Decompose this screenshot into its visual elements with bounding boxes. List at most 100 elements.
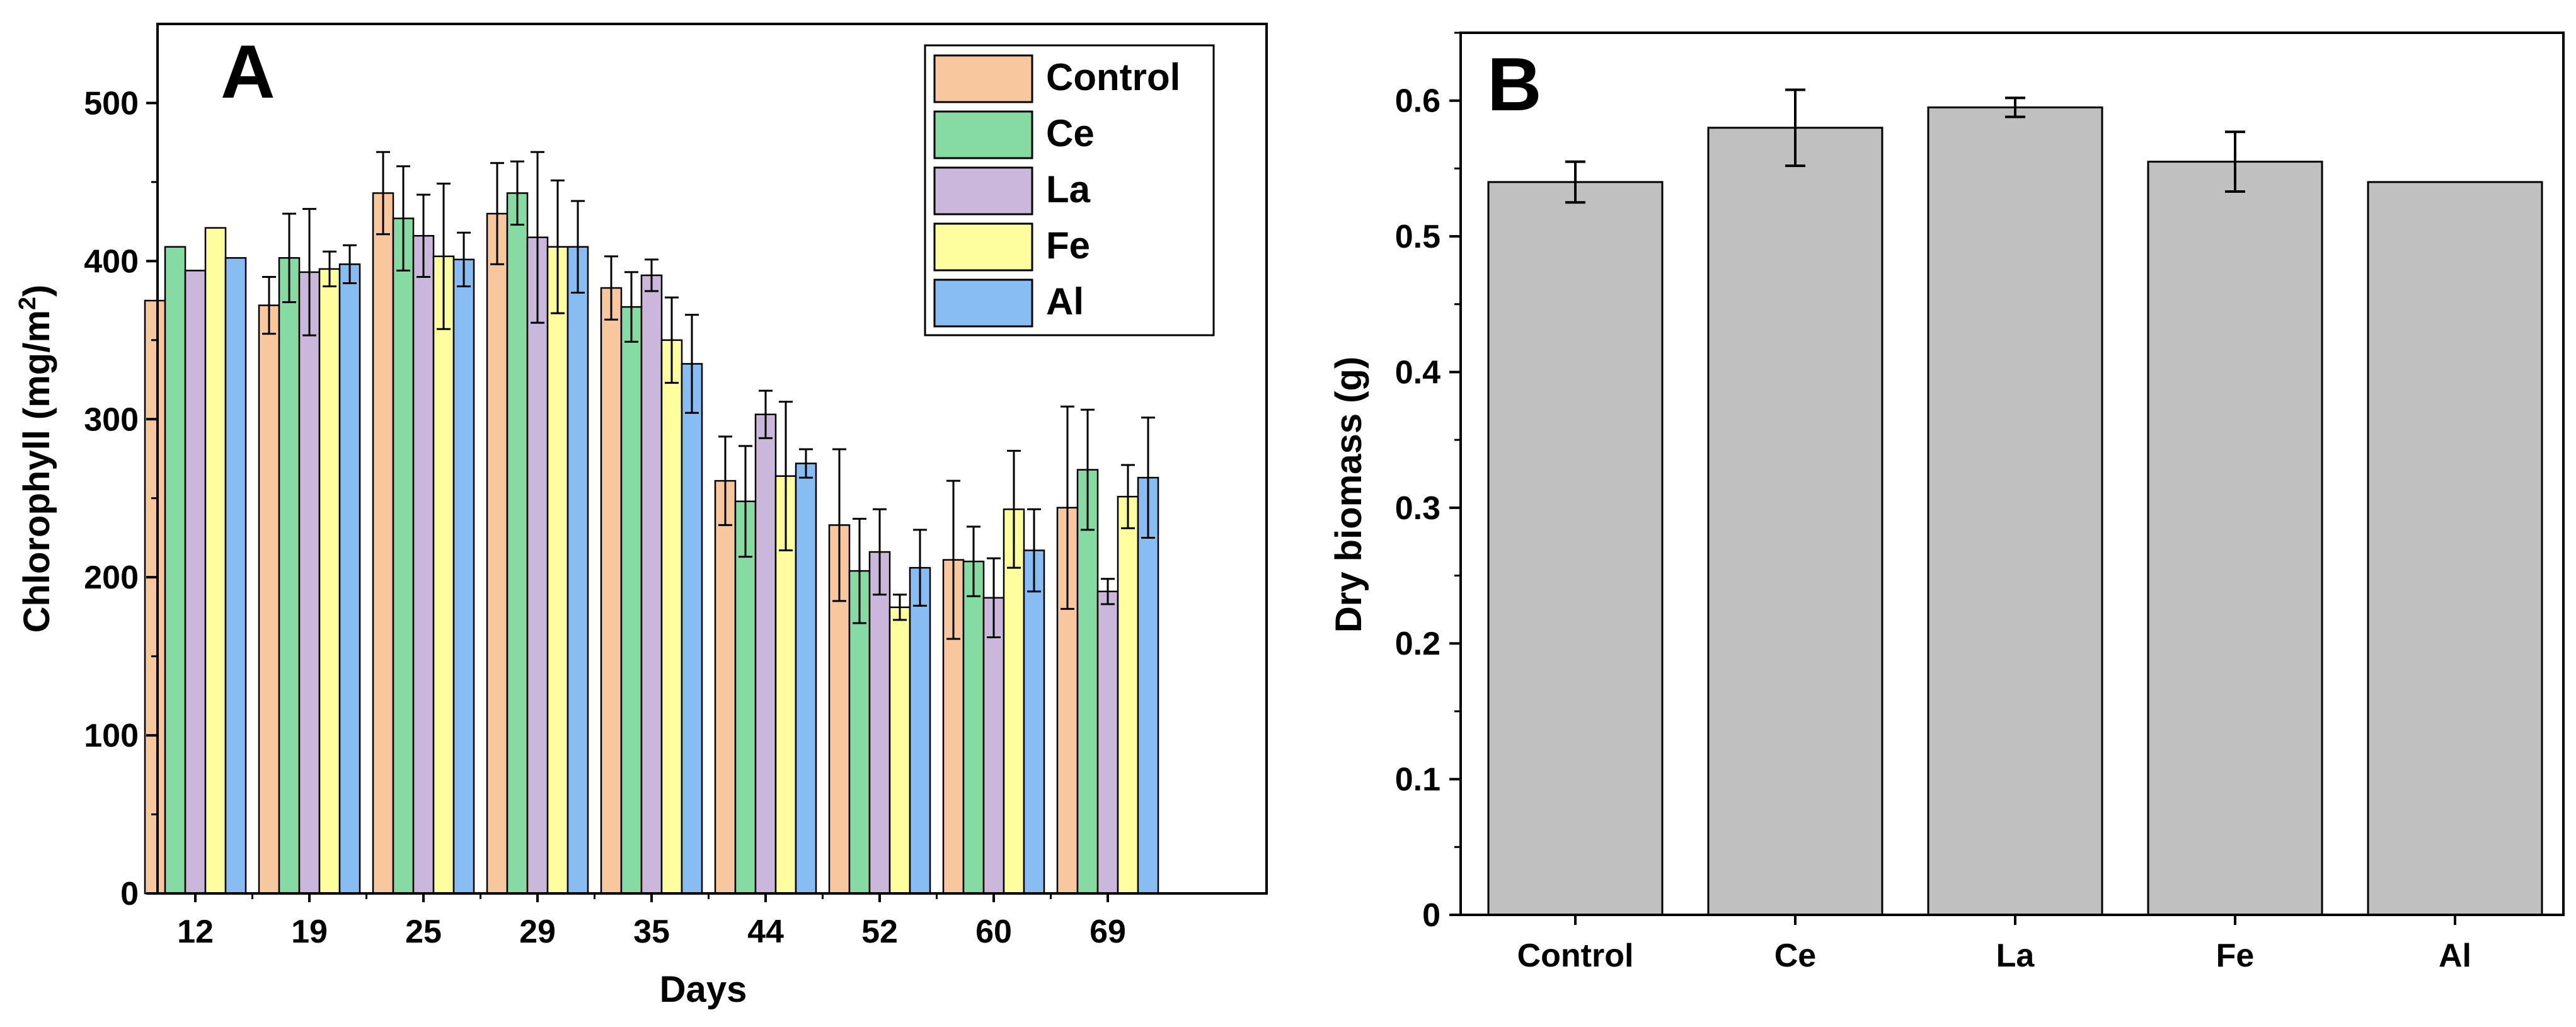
bar-day-52-la — [868, 551, 891, 895]
bar-day-60-la — [982, 597, 1005, 895]
panel-a-y-axis-title-main: Chlorophyll (mg/m — [16, 310, 57, 633]
bar-day-19-la — [298, 271, 321, 895]
bar-day-12-la — [184, 270, 207, 895]
legend-label-control: Control — [1046, 56, 1180, 98]
bar-day-29-al — [566, 246, 589, 895]
bar-day-44-control — [714, 479, 737, 895]
y-tick-label-0.6: 0.6 — [1395, 83, 1440, 120]
x-tick-label-fe: Fe — [2216, 938, 2255, 974]
bar-day-29-la — [526, 236, 549, 895]
legend-swatch-fe — [933, 222, 1033, 272]
bar-day-35-fe — [660, 339, 683, 895]
x-tick-label-control: Control — [1517, 938, 1634, 974]
panel-a-bars — [144, 192, 1159, 895]
bar-day-29-ce — [506, 192, 529, 895]
panel-a-plot-frame — [156, 23, 1268, 895]
legend-swatch-al — [933, 278, 1033, 328]
bar-day-19-fe — [318, 268, 341, 895]
bar-day-19-ce — [278, 257, 301, 895]
bar-day-12-fe — [204, 227, 227, 895]
legend-swatch-ce — [933, 110, 1033, 159]
y-tick-label-200: 200 — [84, 559, 139, 596]
y-tick-label-0.4: 0.4 — [1395, 354, 1440, 391]
bar-day-25-control — [372, 192, 394, 895]
panel-b-bars — [1487, 106, 2543, 916]
bar-day-44-al — [795, 462, 817, 895]
panel-a-error-bars — [262, 151, 1155, 640]
panel-a: 0 100 200 300 400 500 12 19 25 29 35 44 52 60 69 A Da… — [14, 23, 1268, 1010]
panel-b-y-axis-title: Dry biomass (g) — [1328, 357, 1369, 633]
legend-label-la: La — [1046, 168, 1091, 210]
bar-day-29-control — [486, 212, 509, 895]
bar-ce — [1707, 127, 1883, 916]
y-tick-label-500: 500 — [84, 85, 139, 122]
bar-day-25-ce — [392, 217, 415, 895]
bar-day-25-la — [412, 234, 435, 895]
panel-a-legend: Control Ce La Fe Al — [924, 44, 1215, 336]
bar-la — [1927, 106, 2103, 916]
panel-a-y-axis-title-sup: 2 — [14, 297, 41, 310]
bar-day-29-fe — [546, 246, 569, 895]
y-tick-label-0.2: 0.2 — [1395, 626, 1440, 662]
y-tick-label-100: 100 — [84, 718, 139, 754]
bar-day-25-fe — [432, 255, 455, 895]
bar-day-35-al — [681, 363, 703, 895]
x-tick-label-day-69: 69 — [1090, 914, 1126, 950]
y-tick-label-0: 0 — [1422, 897, 1440, 934]
x-tick-label-day-35: 35 — [633, 914, 670, 950]
bar-day-35-control — [600, 287, 623, 895]
legend-swatch-la — [933, 166, 1033, 215]
x-tick-label-day-44: 44 — [747, 914, 784, 950]
bar-day-44-ce — [734, 500, 757, 895]
bar-day-12-ce — [164, 246, 187, 895]
panel-b-y-ticks: 0 0.1 0.2 0.3 0.4 0.5 0.6 — [1395, 32, 1461, 934]
panel-a-y-axis-title-suffix: ) — [16, 285, 57, 297]
y-tick-label-0: 0 — [120, 876, 139, 912]
bar-day-69-al — [1137, 476, 1159, 895]
panel-a-y-ticks: 0 100 200 300 400 500 — [84, 85, 158, 912]
bar-day-69-ce — [1076, 469, 1099, 895]
legend-label-al: Al — [1046, 280, 1084, 323]
bar-day-19-al — [338, 263, 361, 895]
x-tick-label-day-52: 52 — [861, 914, 898, 950]
legend-swatch-control — [933, 54, 1033, 103]
bar-day-12-control — [144, 299, 166, 895]
x-tick-label-la: La — [1996, 938, 2035, 974]
x-tick-label-day-60: 60 — [975, 914, 1012, 950]
y-tick-label-300: 300 — [84, 401, 139, 438]
bar-control — [1487, 181, 1664, 916]
bar-day-35-ce — [620, 306, 643, 895]
bar-day-35-la — [640, 274, 663, 895]
bar-day-60-al — [1023, 549, 1045, 895]
panel-a-letter: A — [221, 30, 275, 114]
panel-b-error-bars — [1565, 88, 2245, 204]
bar-day-52-fe — [888, 606, 911, 895]
legend-label-ce: Ce — [1046, 112, 1095, 154]
bar-day-52-al — [909, 566, 931, 895]
panel-b: 0 0.1 0.2 0.3 0.4 0.5 0.6 Control Ce La Fe Al B Dr… — [1328, 32, 2565, 974]
bar-day-12-al — [224, 257, 247, 895]
panel-b-letter: B — [1487, 42, 1542, 127]
bar-al — [2367, 181, 2543, 916]
panel-b-plot-frame — [1459, 32, 2565, 916]
x-tick-label-day-12: 12 — [177, 914, 214, 950]
bar-day-44-la — [754, 413, 777, 895]
bar-day-25-al — [452, 258, 475, 895]
bar-fe — [2147, 161, 2323, 916]
bar-day-69-fe — [1117, 495, 1139, 895]
x-tick-label-ce: Ce — [1774, 938, 1816, 974]
legend-label-fe: Fe — [1046, 224, 1090, 267]
panel-b-x-ticks: Control Ce La Fe Al — [1517, 915, 2471, 974]
bar-day-60-ce — [962, 560, 985, 895]
y-tick-label-400: 400 — [84, 243, 139, 280]
x-tick-label-day-19: 19 — [291, 914, 328, 950]
x-tick-label-day-25: 25 — [405, 914, 442, 950]
bar-day-19-control — [258, 304, 280, 895]
x-tick-label-al: Al — [2439, 938, 2471, 974]
y-tick-label-0.1: 0.1 — [1395, 762, 1440, 798]
y-tick-label-0.3: 0.3 — [1395, 490, 1440, 527]
panel-a-y-axis-title: Chlorophyll (mg/m2) — [14, 285, 57, 633]
panel-a-x-ticks: 12 19 25 29 35 44 52 60 69 — [177, 893, 1126, 950]
x-tick-label-day-29: 29 — [519, 914, 556, 950]
